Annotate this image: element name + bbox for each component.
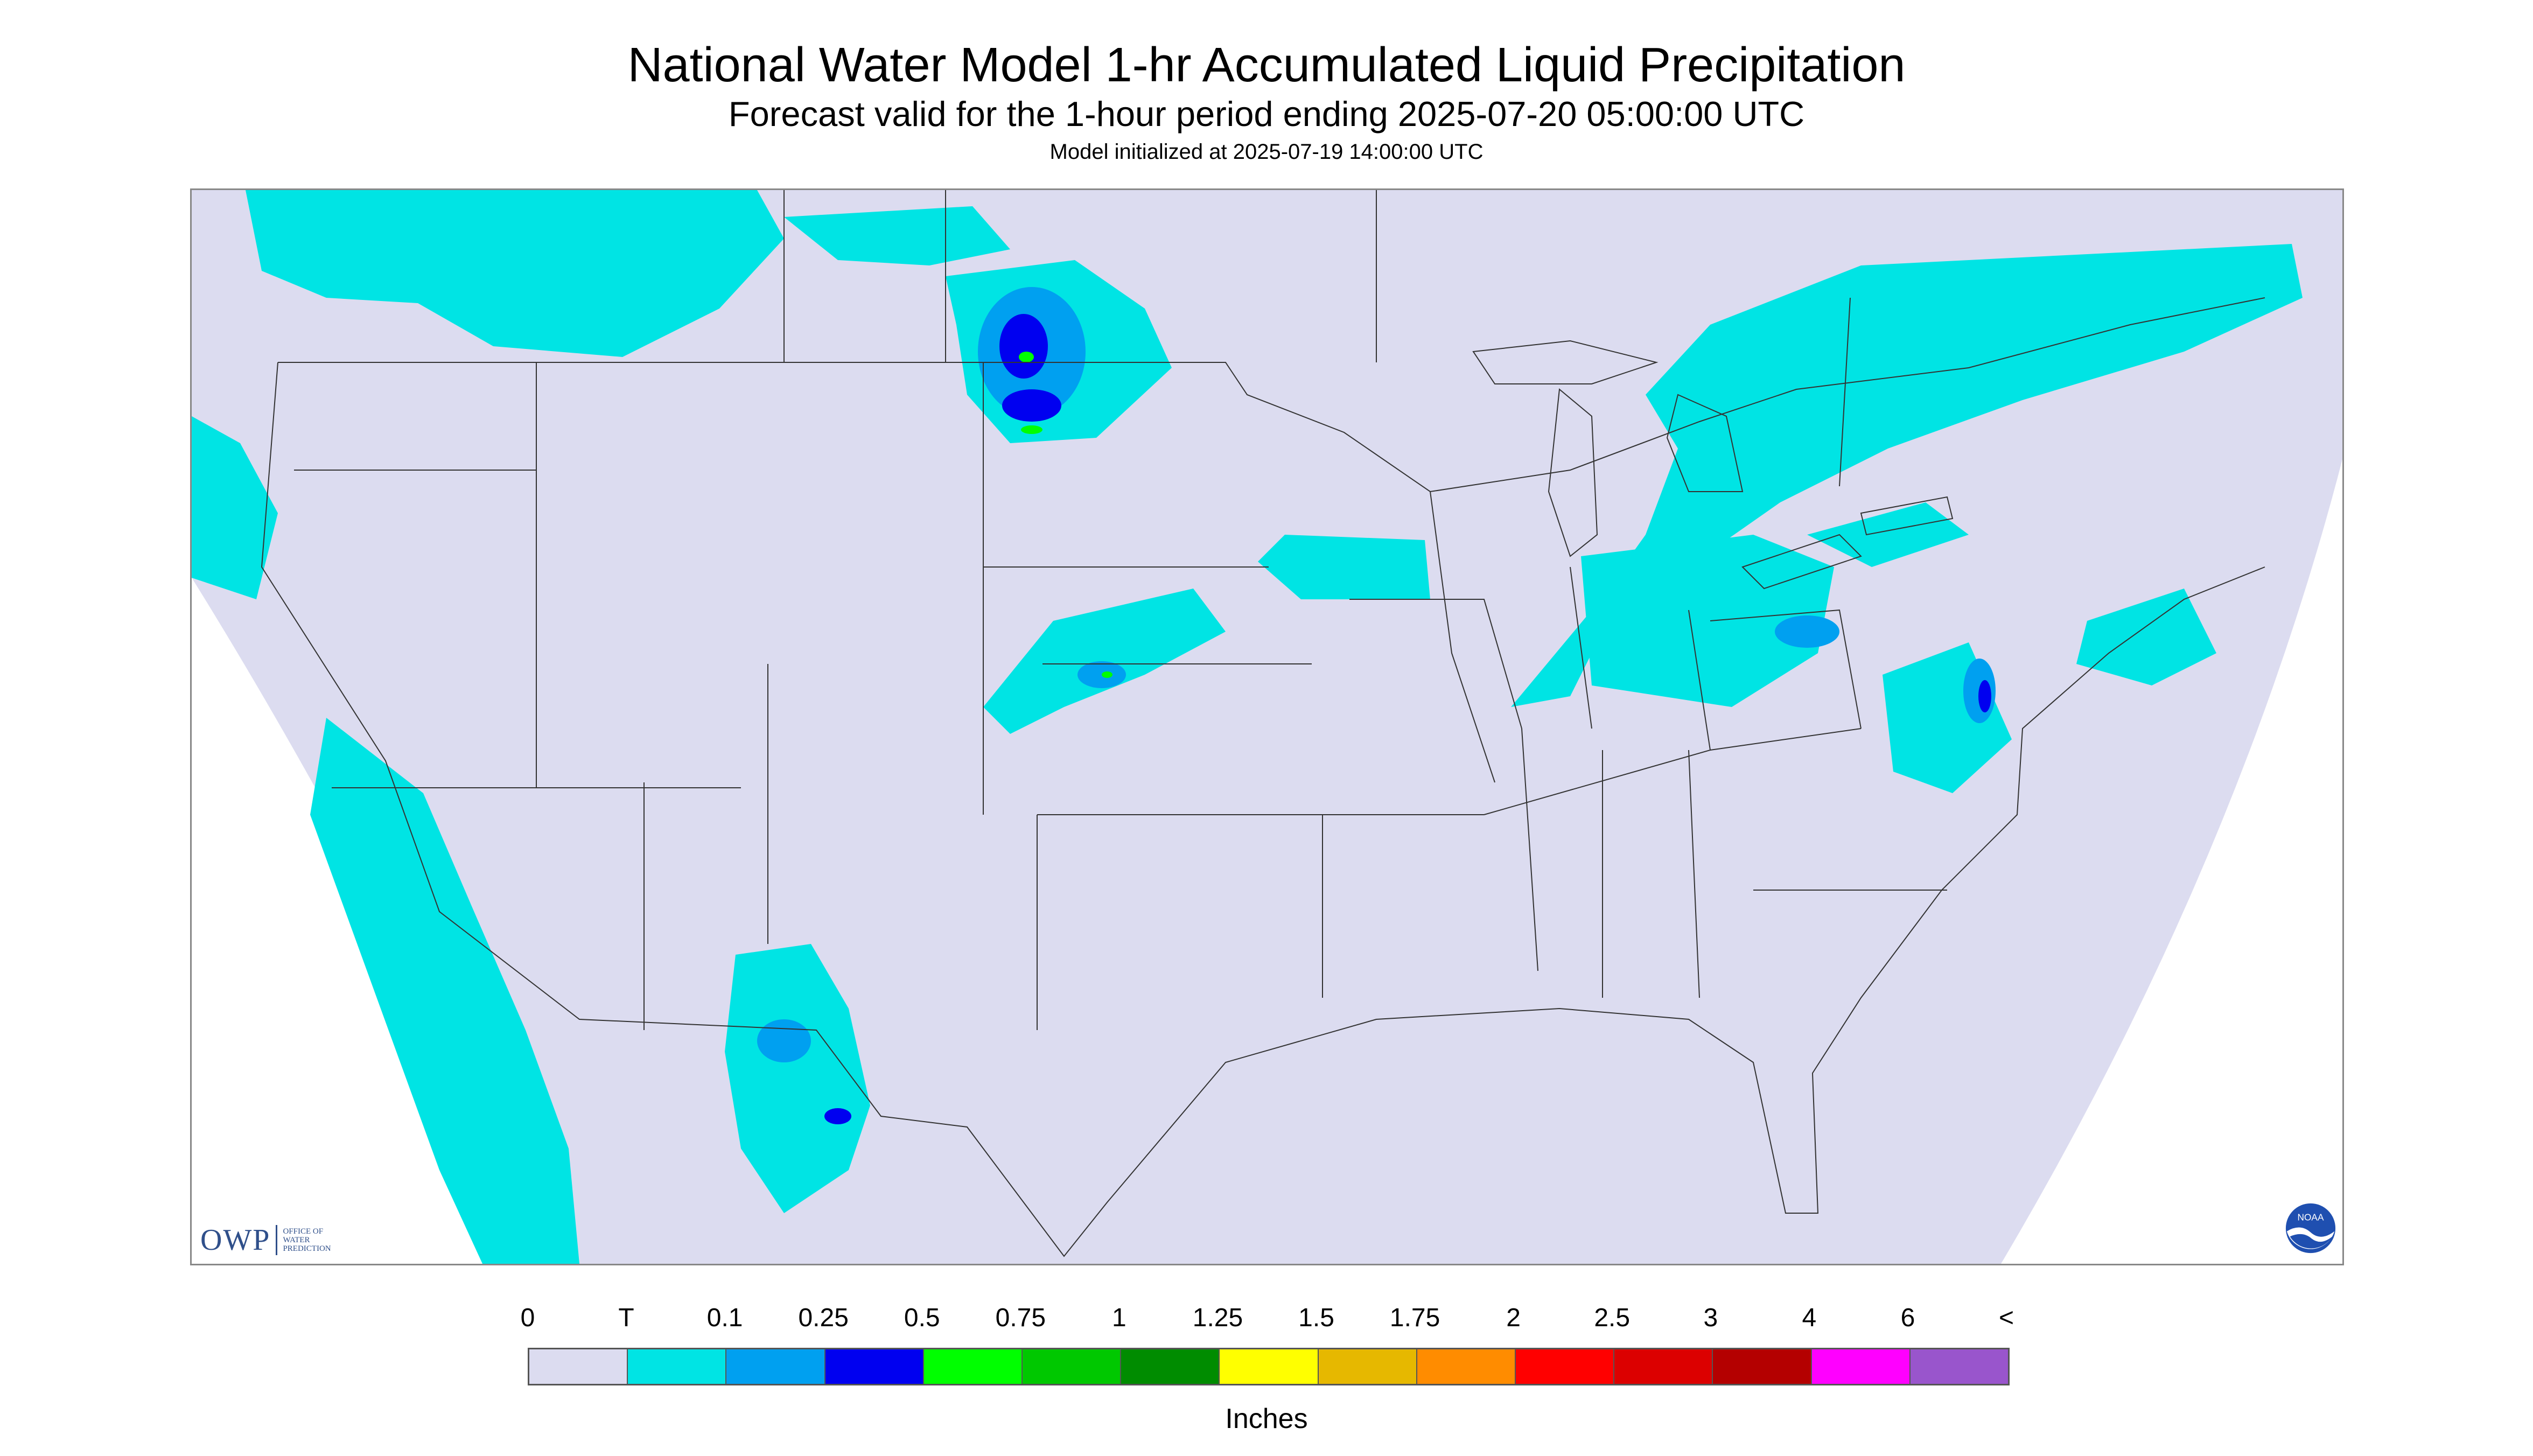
legend-swatch <box>1614 1349 1713 1384</box>
legend-swatch <box>1417 1349 1516 1384</box>
legend-units: Inches <box>1225 1403 1308 1434</box>
owp-logo-letters: OWP <box>200 1223 271 1257</box>
owp-logo-divider <box>276 1225 278 1255</box>
legend-label: 1.25 <box>1192 1304 1243 1332</box>
legend-swatch <box>1516 1349 1615 1384</box>
legend-label: 2 <box>1506 1304 1521 1332</box>
legend-label: 0 <box>520 1304 535 1332</box>
legend-label: 0.5 <box>904 1304 940 1332</box>
legend-swatch <box>1121 1349 1220 1384</box>
svg-text:NOAA: NOAA <box>2298 1212 2324 1223</box>
legend-label: 3 <box>1703 1304 1718 1332</box>
legend-label: < <box>1998 1304 2014 1332</box>
forecast-valid-subtitle: Forecast valid for the 1-hour period end… <box>728 94 1805 134</box>
legend-label: 6 <box>1900 1304 1915 1332</box>
legend-swatch <box>923 1349 1023 1384</box>
legend-swatch <box>1910 1349 2009 1384</box>
legend-label: T <box>618 1304 634 1332</box>
owp-logo-subtext: OFFICE OF WATER PREDICTION <box>283 1227 331 1253</box>
heavy-precip-areas <box>1019 352 1112 678</box>
legend-label: 1.5 <box>1298 1304 1334 1332</box>
legend-color-bar <box>528 1348 2010 1385</box>
legend-swatch <box>1318 1349 1417 1384</box>
legend-label: 2.5 <box>1594 1304 1631 1332</box>
map-title: National Water Model 1-hr Accumulated Li… <box>627 38 1906 92</box>
precipitation-map <box>190 188 2344 1265</box>
legend-label: 1.75 <box>1389 1304 1440 1332</box>
legend-swatch <box>1811 1349 1911 1384</box>
legend-swatch <box>1023 1349 1122 1384</box>
legend-swatch <box>825 1349 924 1384</box>
legend-swatch <box>726 1349 825 1384</box>
legend-label: 1 <box>1112 1304 1126 1332</box>
legend-labels: 0 T 0.1 0.25 0.5 0.75 1 1.25 1.5 1.75 2 2.5 3 4 6 < <box>521 1303 2014 1335</box>
legend-swatch <box>529 1349 628 1384</box>
trace-precip-areas <box>192 190 2303 1264</box>
noaa-logo: NOAA <box>2285 1203 2336 1254</box>
legend-swatch <box>1713 1349 1812 1384</box>
legend-label: 0.1 <box>706 1304 743 1332</box>
political-boundaries <box>261 190 2265 1257</box>
legend-swatch <box>628 1349 727 1384</box>
model-init-subtitle: Model initialized at 2025-07-19 14:00:00… <box>1049 140 1484 164</box>
great-lakes <box>1472 340 1954 590</box>
light-precip-areas <box>757 287 1996 1062</box>
owp-logo: OWP OFFICE OF WATER PREDICTION <box>200 1221 331 1259</box>
legend-swatch <box>1220 1349 1319 1384</box>
legend-label: 4 <box>1802 1304 1817 1332</box>
legend-label: 0.25 <box>798 1304 849 1332</box>
legend-label: 0.75 <box>995 1304 1046 1332</box>
